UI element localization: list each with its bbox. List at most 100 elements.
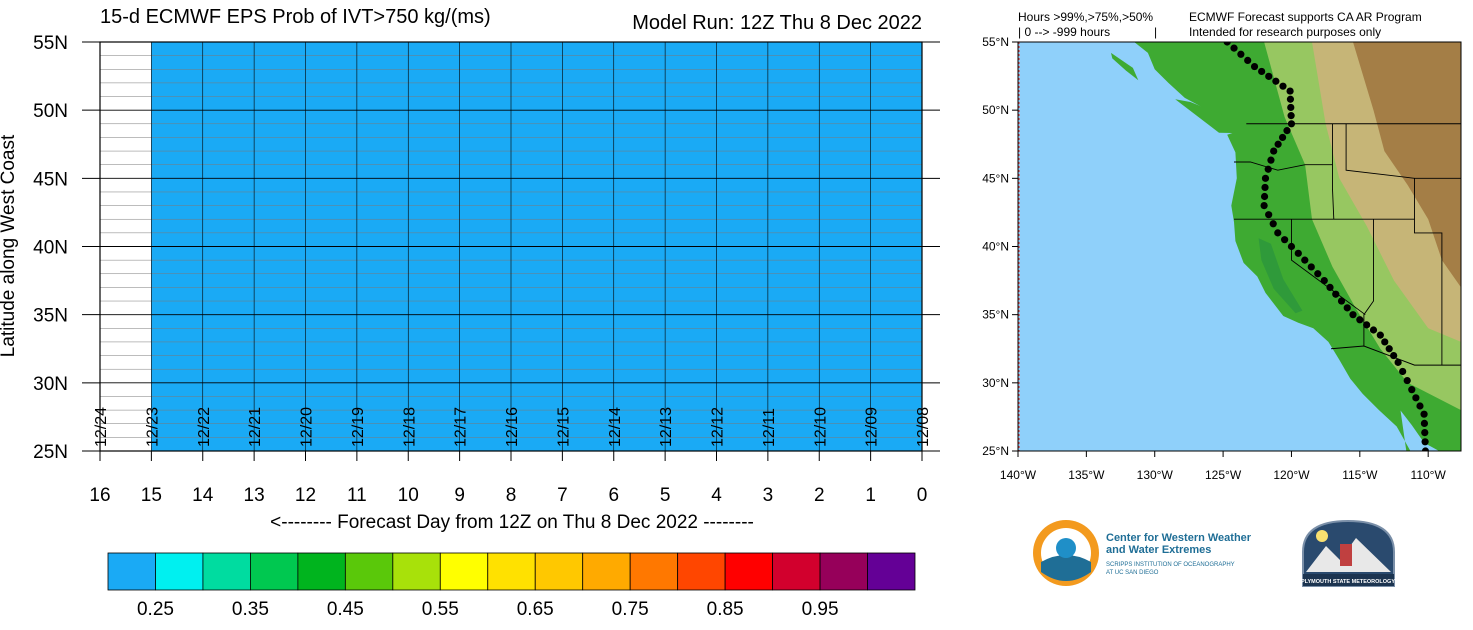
date-label: 12/23: [144, 407, 161, 447]
map-header-hours-range: | 0 --> -999 hours: [1018, 25, 1110, 39]
date-label: 12/08: [915, 407, 932, 447]
colorbar: 0.25 0.35 0.45 0.55 0.65 0.75 0.85 0.95: [107, 552, 916, 620]
cw3e-affiliation-line2: AT UC SAN DIEGO: [1106, 570, 1159, 576]
colorbar-swatch: [202, 552, 251, 591]
coast-point-marker: [1390, 351, 1398, 360]
colorbar-label: 0.95: [802, 599, 839, 620]
coast-point-marker: [1394, 358, 1402, 366]
map-header-separator: |: [1154, 25, 1157, 39]
map-lon-label: 140°W: [1000, 468, 1037, 482]
coast-point-marker: [1314, 270, 1322, 278]
coast-point-marker: [1278, 133, 1287, 142]
date-label: 12/24: [93, 407, 110, 447]
date-label: 12/11: [761, 408, 778, 447]
coast-point-marker: [1307, 263, 1315, 271]
chart-title: 15-d ECMWF EPS Prob of IVT>750 kg/(ms): [100, 6, 491, 28]
coast-point-marker: [1412, 394, 1420, 402]
y-tick-label: 45N: [33, 169, 68, 190]
colorbar-swatch: [250, 552, 299, 591]
x-tick-label: 7: [557, 485, 568, 506]
central-valley: [1258, 238, 1303, 314]
map-header-disclaimer: Intended for research purposes only: [1189, 25, 1381, 39]
coast-point-marker: [1320, 276, 1328, 285]
coast-point-marker: [1286, 95, 1295, 103]
coast-point-marker: [1363, 321, 1371, 329]
x-tick-label: 5: [660, 485, 671, 506]
x-tick-label: 11: [347, 485, 367, 506]
coast-point-marker: [1420, 410, 1428, 418]
map-lon-label: 125°W: [1205, 468, 1242, 482]
colorbar-swatch: [439, 552, 489, 591]
date-label: 12/18: [401, 407, 418, 447]
date-label: 12/13: [658, 407, 675, 447]
colorbar-label: 0.55: [422, 599, 459, 620]
x-tick-label: 0: [917, 485, 928, 506]
coast-point-marker: [1244, 56, 1252, 65]
y-tick-label: 40N: [33, 238, 68, 259]
coast-point-marker: [1381, 338, 1389, 346]
coast-point-marker: [1274, 229, 1282, 237]
state-border: [1291, 219, 1366, 316]
map-lat-label: 30°N: [982, 376, 1009, 390]
map-lat-label: 25°N: [982, 444, 1009, 458]
coast-point-marker: [1264, 165, 1272, 173]
date-label: 12/16: [504, 407, 521, 447]
sun-icon: [1316, 530, 1328, 542]
x-axis-label: <-------- Forecast Day from 12Z on Thu 8…: [270, 512, 754, 533]
coast-point-marker: [1287, 112, 1295, 120]
y-tick-label: 50N: [33, 101, 68, 122]
coast-point-marker: [1265, 211, 1273, 219]
coast-point-marker: [1272, 77, 1280, 85]
coast-point-marker: [1416, 402, 1424, 410]
model-run-label: Model Run: 12Z Thu 8 Dec 2022: [632, 12, 922, 34]
coast-point-marker: [1287, 120, 1296, 128]
y-tick-label: 35N: [33, 306, 68, 327]
y-tick-label: 25N: [33, 442, 68, 463]
map-lat-label: 55°N: [982, 35, 1009, 49]
coast-point-marker: [1399, 367, 1407, 376]
colorbar-swatch: [819, 552, 868, 591]
date-label: 12/12: [710, 407, 727, 447]
state-border: [1234, 161, 1333, 171]
coast-point-marker: [1258, 67, 1266, 76]
coast-point-marker: [1274, 140, 1282, 148]
colorbar-swatch: [487, 552, 536, 591]
coast-point-marker: [1294, 249, 1302, 257]
state-border: [1414, 178, 1443, 366]
coast-point-marker: [1356, 316, 1364, 324]
coast-point-marker: [1286, 87, 1294, 95]
map-lon-label: 120°W: [1273, 468, 1310, 482]
state-border: [1345, 123, 1461, 179]
map-content: [1018, 42, 1461, 451]
x-tick-label: 14: [192, 485, 214, 506]
coast-point-marker: [1261, 174, 1270, 182]
map-lon-label: 135°W: [1068, 468, 1105, 482]
y-tick-label: 30N: [33, 374, 68, 395]
coast-point-marker: [1421, 428, 1429, 437]
coast-point-marker: [1260, 192, 1269, 201]
map-lat-label: 50°N: [982, 103, 1009, 117]
x-tick-label: 1: [865, 485, 876, 506]
x-tick-label: 2: [814, 485, 825, 506]
coast-point-marker: [1287, 242, 1296, 251]
colorbar-swatch: [629, 552, 679, 591]
colorbar-label: 0.45: [327, 599, 364, 620]
coast-point-marker: [1223, 42, 1231, 46]
x-tick-label: 4: [711, 485, 722, 506]
coast-point-marker: [1332, 290, 1340, 298]
coast-point-marker: [1270, 147, 1278, 155]
coast-point-marker: [1250, 62, 1259, 71]
us-mexico-border: [1331, 345, 1461, 366]
coast-point-marker: [1403, 376, 1411, 385]
colorbar-swatch: [107, 552, 156, 591]
plymouth-state-logo: PLYMOUTH STATE METEOROLOGY: [1301, 519, 1395, 587]
colorbar-swatch: [534, 552, 584, 591]
coast-point-marker: [1385, 345, 1393, 353]
coast-point-marker: [1420, 419, 1429, 427]
vancouver-island: [1175, 99, 1245, 134]
colorbar-swatch: [724, 552, 773, 591]
coast-point-marker: [1301, 256, 1309, 264]
x-tick-label: 12: [295, 485, 316, 506]
water-drop-icon: [1056, 538, 1076, 558]
